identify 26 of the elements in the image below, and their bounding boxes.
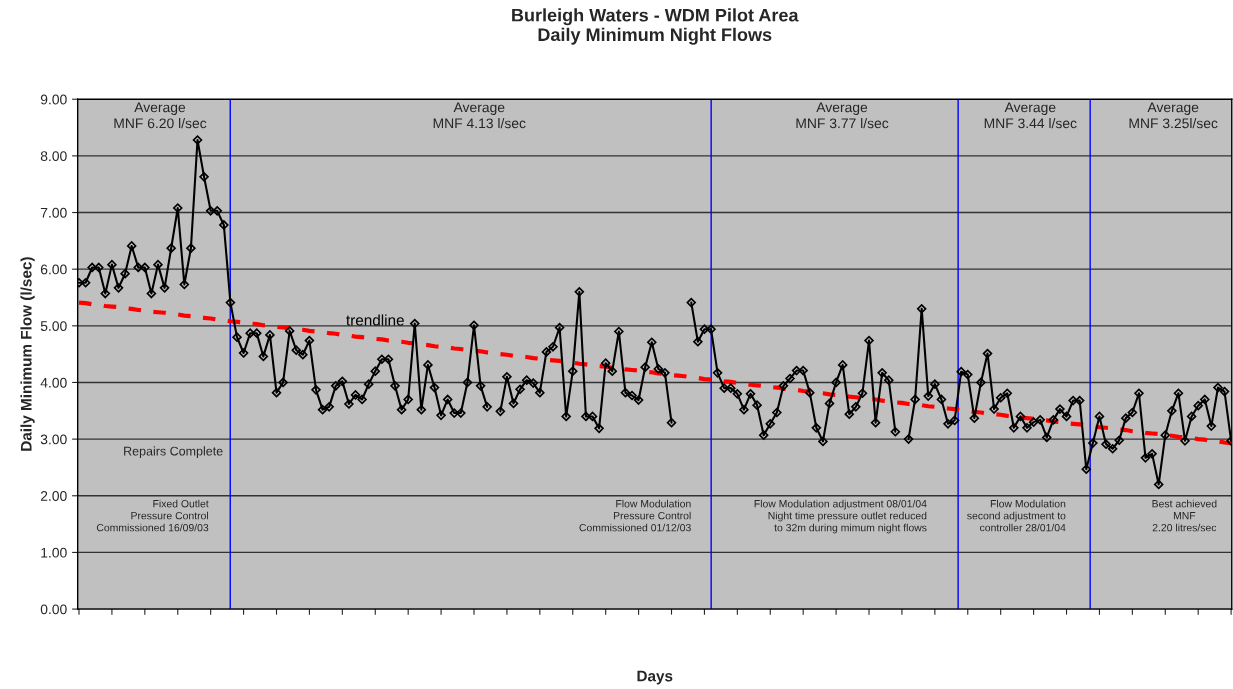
y-tick-label: 2.00 [40, 491, 67, 501]
y-axis-title: Daily Minimum Flow (l/sec) [20, 257, 35, 451]
y-tick-label: 9.00 [40, 94, 67, 105]
annotation: Flow Modulation second adjustment to controller 28/01/04 [967, 499, 1066, 532]
annotation: Average MNF 3.44 l/sec [984, 102, 1077, 129]
y-tick-label: 4.00 [40, 377, 67, 388]
line-series [77, 300, 1232, 446]
annotation: Repairs Complete [124, 446, 223, 458]
annotation: Average MNF 3.77 l/sec [796, 102, 889, 129]
annotation: Best achieved MNF 2.20 litres/sec [1152, 499, 1217, 532]
y-tick-label: 3.00 [40, 434, 67, 445]
y-tick-label: 5.00 [40, 321, 67, 331]
annotation: Average MNF 3.25l/sec [1129, 102, 1218, 129]
x-axis-title: Days [637, 670, 673, 685]
annotation: Average MNF 4.13 l/sec [433, 102, 526, 129]
y-tick-label: 6.00 [40, 264, 67, 275]
annotation: Fixed Outlet Pressure Control Commissioned 16/09/03 [96, 499, 209, 532]
annotation: Flow Modulation adjustment 08/01/04 Night time pressure outlet reduced to 32m during mimum night flows [754, 499, 927, 534]
y-tick-label: 0.00 [40, 604, 67, 615]
y-tick-label: 7.00 [40, 207, 67, 218]
annotation: Flow Modulation Pressure Control Commissioned 01/12/03 [579, 499, 691, 532]
chart-title: Burleigh Waters - WDM Pilot Area Daily Minimum Night Flows [512, 8, 799, 45]
y-tick-label: 8.00 [40, 151, 67, 162]
series-label: trendline [346, 314, 404, 326]
y-tick-label: 1.00 [41, 547, 67, 558]
annotation: Average MNF 6.20 l/sec [114, 102, 207, 129]
